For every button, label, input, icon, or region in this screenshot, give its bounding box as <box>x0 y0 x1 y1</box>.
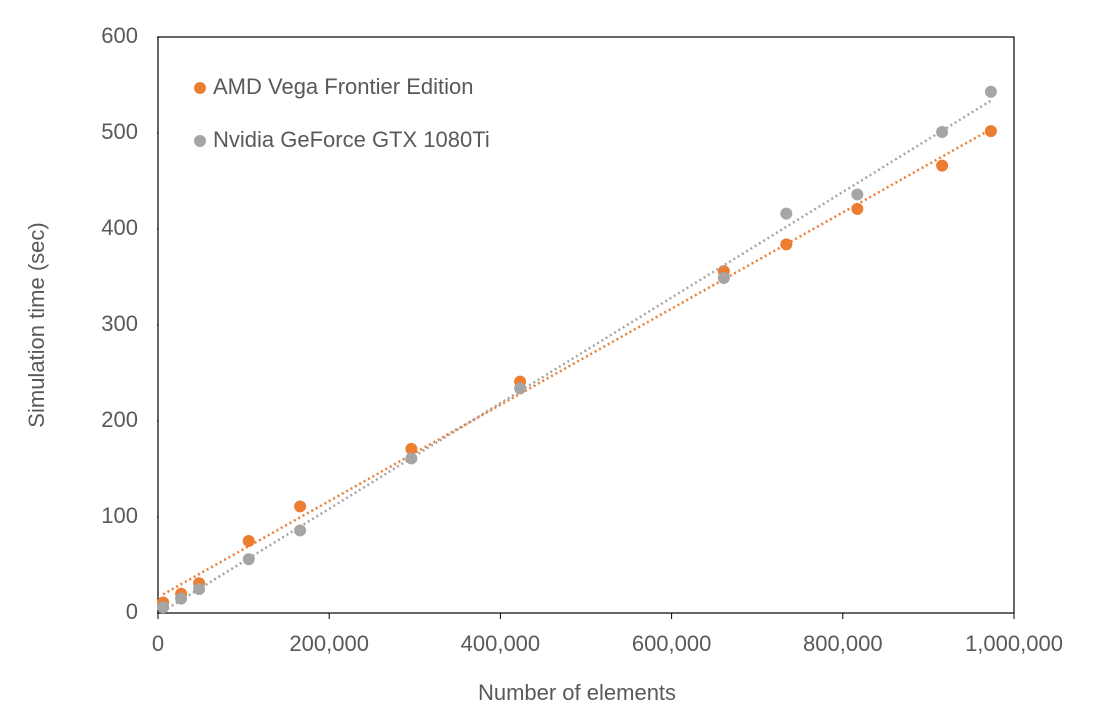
y-tick-label: 100 <box>101 503 138 528</box>
y-tick-label: 0 <box>126 599 138 624</box>
point <box>405 452 418 465</box>
trendline <box>162 128 992 596</box>
point <box>242 535 255 547</box>
point <box>157 601 170 614</box>
point <box>851 202 864 215</box>
point <box>851 188 864 201</box>
trendline <box>162 99 992 613</box>
x-tick-label: 800,000 <box>803 631 883 656</box>
point <box>294 500 307 513</box>
plot-frame <box>157 36 1015 614</box>
x-tick-label: 1,000,000 <box>965 631 1063 656</box>
y-axis-label: Simulation time (sec) <box>24 222 49 427</box>
point <box>294 524 307 537</box>
point <box>984 125 997 138</box>
point <box>936 126 949 139</box>
x-tick-label: 0 <box>152 631 164 656</box>
y-tick-label: 400 <box>101 215 138 240</box>
point <box>193 583 206 595</box>
point <box>242 553 255 566</box>
point <box>405 442 418 455</box>
y-tick-label: 300 <box>101 311 138 336</box>
x-tick-label: 200,000 <box>289 631 369 656</box>
legend-label: AMD Vega Frontier Edition <box>213 74 473 99</box>
legend-marker <box>194 135 206 147</box>
point <box>936 159 949 172</box>
point <box>780 207 793 220</box>
y-tick-label: 600 <box>101 23 138 48</box>
x-tick-label: 600,000 <box>632 631 712 656</box>
point <box>780 238 793 251</box>
point <box>984 85 997 98</box>
y-tick-label: 200 <box>101 407 138 432</box>
legend-marker <box>194 82 206 94</box>
y-tick-label: 500 <box>101 119 138 144</box>
point <box>514 382 527 395</box>
legend-label: Nvidia GeForce GTX 1080Ti <box>213 127 490 152</box>
x-tick-label: 400,000 <box>461 631 541 656</box>
x-axis-label: Number of elements <box>478 680 676 705</box>
point <box>717 271 730 284</box>
point <box>175 592 188 605</box>
